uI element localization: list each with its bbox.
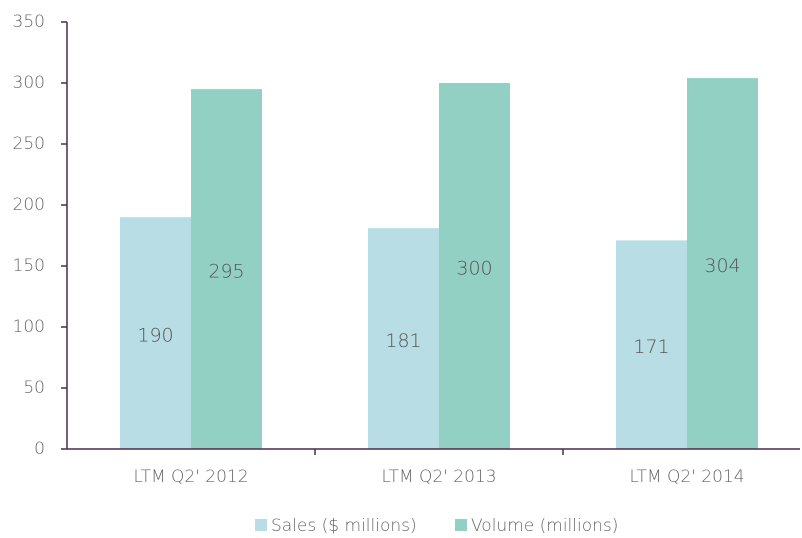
y-tick-label: 250 (13, 134, 45, 154)
y-tick-label: 350 (13, 12, 45, 32)
data-label: 295 (208, 261, 244, 283)
bar (439, 83, 510, 449)
data-label: 181 (385, 330, 421, 352)
bar (368, 228, 439, 449)
legend-swatch (255, 519, 267, 531)
legend-swatch (455, 519, 467, 531)
y-tick-label: 150 (13, 256, 45, 276)
data-label: 190 (137, 325, 173, 347)
x-tick-label: LTM Q2' 2014 (629, 467, 744, 487)
y-tick-label: 50 (23, 378, 45, 398)
legend-label: Sales ($ millions) (271, 516, 417, 536)
y-tick-label: 100 (13, 317, 45, 337)
legend-label: Volume (millions) (471, 516, 618, 536)
x-tick-label: LTM Q2' 2012 (133, 467, 248, 487)
x-tick-label: LTM Q2' 2013 (381, 467, 496, 487)
bar (191, 89, 262, 449)
data-label: 300 (456, 258, 492, 280)
bar (120, 217, 191, 449)
bar (616, 240, 687, 449)
y-tick-label: 0 (34, 439, 45, 459)
data-label: 304 (704, 255, 740, 277)
y-tick-label: 200 (13, 195, 45, 215)
y-tick-label: 300 (13, 73, 45, 93)
data-label: 171 (633, 336, 669, 358)
bar (687, 78, 758, 450)
